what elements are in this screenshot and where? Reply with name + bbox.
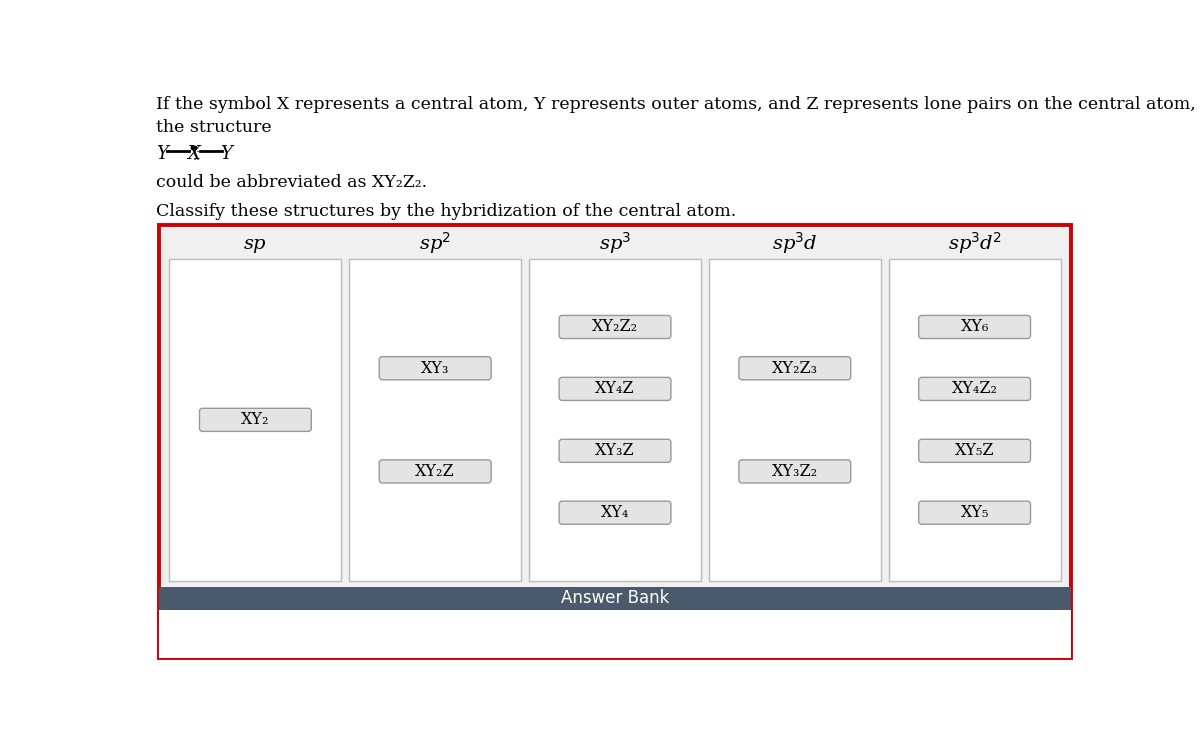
Text: XY₄: XY₄ bbox=[601, 504, 629, 521]
Text: If the symbol X represents a central atom, Y represents outer atoms, and Z repre: If the symbol X represents a central ato… bbox=[156, 95, 1196, 113]
FancyBboxPatch shape bbox=[379, 357, 491, 380]
Text: sp: sp bbox=[244, 234, 266, 252]
Text: XY₄Z: XY₄Z bbox=[595, 380, 635, 398]
Text: ··: ·· bbox=[193, 154, 200, 167]
Text: sp$^3$: sp$^3$ bbox=[599, 231, 631, 257]
FancyBboxPatch shape bbox=[739, 357, 851, 380]
Bar bbox=[709, 259, 881, 581]
FancyBboxPatch shape bbox=[199, 408, 311, 431]
Text: X: X bbox=[187, 145, 200, 163]
Text: XY₂Z: XY₂Z bbox=[415, 463, 455, 480]
FancyBboxPatch shape bbox=[559, 501, 671, 524]
Bar bbox=[160, 587, 1070, 610]
Text: Classify these structures by the hybridization of the central atom.: Classify these structures by the hybridi… bbox=[156, 204, 737, 221]
Bar bbox=[529, 259, 701, 581]
FancyBboxPatch shape bbox=[919, 439, 1031, 463]
Text: XY₄Z₂: XY₄Z₂ bbox=[952, 380, 997, 398]
Bar bbox=[160, 225, 1070, 658]
FancyBboxPatch shape bbox=[919, 377, 1031, 401]
Text: XY₃Z₂: XY₃Z₂ bbox=[772, 463, 818, 480]
Text: Y: Y bbox=[156, 145, 168, 163]
Text: Y: Y bbox=[221, 145, 233, 163]
FancyBboxPatch shape bbox=[379, 460, 491, 483]
FancyBboxPatch shape bbox=[559, 316, 671, 339]
Text: XY₅: XY₅ bbox=[960, 504, 989, 521]
FancyBboxPatch shape bbox=[559, 439, 671, 463]
Text: sp$^2$: sp$^2$ bbox=[419, 231, 451, 257]
Text: sp$^3$d: sp$^3$d bbox=[772, 231, 817, 257]
Text: the structure: the structure bbox=[156, 119, 272, 136]
Text: XY₃: XY₃ bbox=[421, 360, 450, 377]
Bar bbox=[349, 259, 521, 581]
Text: Answer Bank: Answer Bank bbox=[560, 589, 670, 607]
FancyBboxPatch shape bbox=[919, 316, 1031, 339]
Text: XY₂Z₂: XY₂Z₂ bbox=[592, 319, 638, 336]
Text: XY₃Z: XY₃Z bbox=[595, 442, 635, 460]
Text: XY₂: XY₂ bbox=[241, 411, 270, 428]
Bar bbox=[169, 259, 342, 581]
Bar bbox=[160, 610, 1070, 658]
Text: sp$^3$d$^2$: sp$^3$d$^2$ bbox=[948, 231, 1002, 257]
Text: could be abbreviated as XY₂Z₂.: could be abbreviated as XY₂Z₂. bbox=[156, 175, 427, 191]
Text: XY₅Z: XY₅Z bbox=[955, 442, 995, 460]
Bar bbox=[888, 259, 1061, 581]
Text: XY₆: XY₆ bbox=[960, 319, 989, 336]
FancyBboxPatch shape bbox=[559, 377, 671, 401]
Text: ··: ·· bbox=[193, 145, 200, 159]
FancyBboxPatch shape bbox=[739, 460, 851, 483]
FancyBboxPatch shape bbox=[919, 501, 1031, 524]
Text: XY₂Z₃: XY₂Z₃ bbox=[772, 360, 818, 377]
